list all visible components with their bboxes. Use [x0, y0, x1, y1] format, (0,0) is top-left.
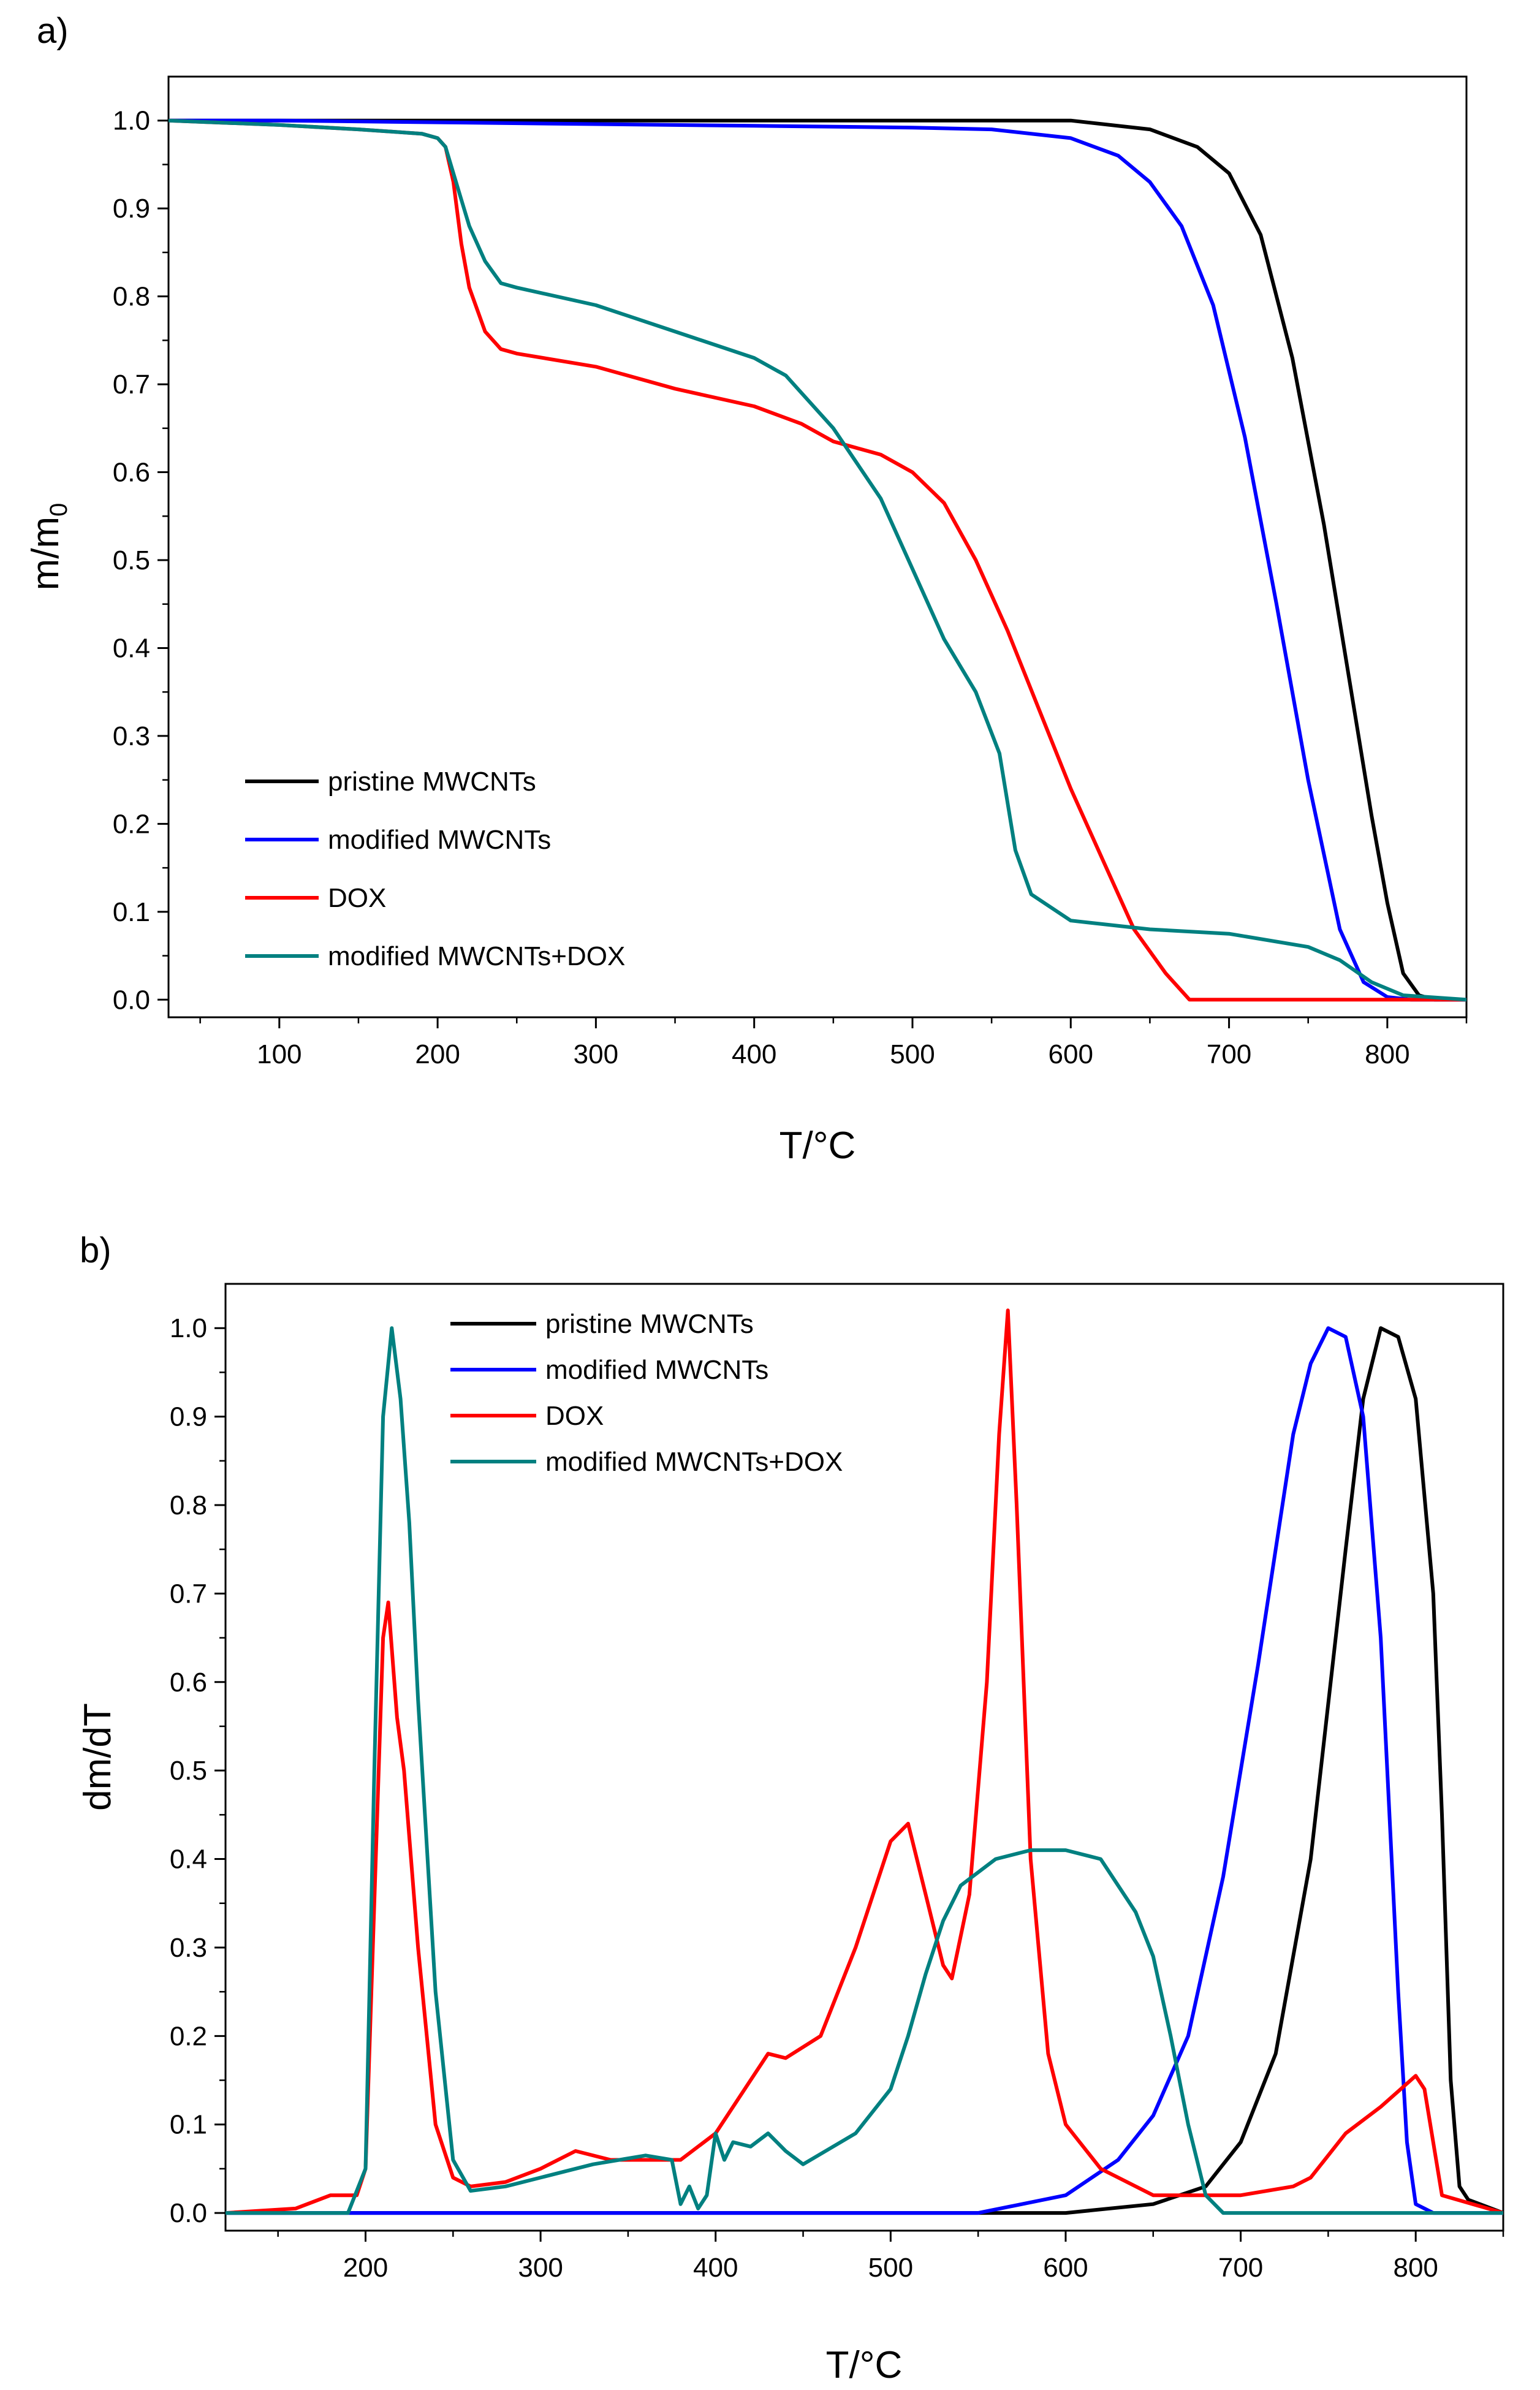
panel-a-y-tick-label: 0.4: [113, 633, 150, 663]
panel-b-series-modified-mwcnts: [226, 1326, 1503, 2215]
panel-a-x-tick-label: 400: [732, 1039, 776, 1069]
panel-a-x-tick-label: 600: [1049, 1039, 1093, 1069]
panel-b-x-axis-label: T/°C: [826, 2344, 903, 2386]
panel-a-x-tick-label: 700: [1207, 1039, 1251, 1069]
panel-a-y-tick-label: 0.0: [113, 985, 150, 1015]
panel-b-legend-label-pristine-mwcnts: pristine MWCNTs: [545, 1309, 754, 1339]
panel-b-y-axis-label-main: dm/dT: [77, 1703, 119, 1811]
panel-a-label: a): [37, 11, 69, 51]
panel-b-series-dox: [226, 1308, 1503, 2215]
panel-b-x-tick-label: 200: [343, 2253, 388, 2283]
panel-b-legend-label-modified-mwcnts-dox: modified MWCNTs+DOX: [545, 1447, 843, 1477]
panel-a-series-modified-mwcnts-dox: [169, 118, 1466, 1002]
panel-a-y-tick-label: 0.6: [113, 458, 150, 488]
panel-b-ticks: 200 300 400 500 600 700 800 0.0 0.1 0.2 0.3 0.4 0.5 0…: [170, 1313, 1504, 2283]
panel-a-series-dox: [169, 118, 1466, 1002]
panel-a-y-axis-label-main: m/m: [25, 517, 67, 591]
panel-a-x-tick-label: 300: [574, 1039, 618, 1069]
panel-b-y-tick-label: 0.0: [170, 2198, 207, 2228]
panel-a-y-axis-label-subscript: 0: [45, 503, 72, 517]
panel-b-label: b): [80, 1231, 112, 1270]
panel-a-legend-label-pristine-mwcnts: pristine MWCNTs: [328, 767, 536, 797]
panel-a-x-tick-label: 200: [415, 1039, 460, 1069]
panel-a-x-tick-label: 500: [890, 1039, 935, 1069]
panel-b-series: [226, 1308, 1503, 2215]
panel-a-y-tick-label: 1.0: [113, 106, 150, 136]
panel-b-x-tick-label: 800: [1393, 2253, 1438, 2283]
panel-a: a) 100 200 300 400 500 600 700 800 0.0 0.1 0.2 0.3 0…: [25, 11, 1468, 1167]
panel-a-series-modified-mwcnts: [169, 118, 1466, 1002]
panel-b-y-tick-label: 1.0: [170, 1313, 207, 1343]
panel-a-ticks: 100 200 300 400 500 600 700 800 0.0 0.1 0.2 0.3 0.4 0…: [113, 106, 1468, 1069]
panel-b-y-tick-label: 0.9: [170, 1402, 207, 1432]
panel-a-y-tick-label: 0.2: [113, 809, 150, 839]
panel-b-y-tick-label: 0.3: [170, 1933, 207, 1963]
panel-a-x-tick-label: 800: [1365, 1039, 1409, 1069]
panel-b-series-modified-mwcnts-dox: [226, 1326, 1503, 2215]
panel-a-x-tick-label: 100: [257, 1039, 302, 1069]
panel-a-plot-frame: [167, 75, 1468, 1019]
panel-b-y-tick-label: 0.4: [170, 1845, 207, 1875]
panel-b-y-tick-label: 0.5: [170, 1756, 207, 1786]
panel-b-x-tick-label: 500: [868, 2253, 913, 2283]
panel-a-y-tick-label: 0.3: [113, 721, 150, 751]
panel-b-x-tick-label: 600: [1043, 2253, 1088, 2283]
panel-b-x-tick-label: 400: [693, 2253, 738, 2283]
panel-a-y-tick-label: 0.5: [113, 545, 150, 575]
panel-b-y-axis-label: dm/dT: [77, 1703, 119, 1811]
panel-b-y-tick-label: 0.2: [170, 2021, 207, 2051]
panel-b-legend-label-modified-mwcnts: modified MWCNTs: [545, 1355, 768, 1385]
panel-a-x-axis-label: T/°C: [779, 1125, 856, 1167]
panel-a-legend-label-modified-mwcnts: modified MWCNTs: [328, 825, 551, 855]
panel-b-x-tick-label: 700: [1218, 2253, 1263, 2283]
panel-b-plot-frame: [224, 1283, 1504, 2232]
panel-b-legend: pristine MWCNTs modified MWCNTs DOX modifie…: [450, 1309, 843, 1477]
panel-b-legend-label-dox: DOX: [545, 1401, 604, 1431]
panel-b-series-pristine-mwcnts: [226, 1326, 1503, 2215]
panel-a-legend-label-dox: DOX: [328, 883, 386, 913]
panel-a-legend: pristine MWCNTs modified MWCNTs DOX modifie…: [245, 767, 625, 971]
panel-b: b) 200 300 400 500 600 700 800 0.0 0.1 0.2 0.3 0.4 0…: [77, 1231, 1504, 2386]
panel-b-y-tick-label: 0.6: [170, 1667, 207, 1698]
panel-b-y-tick-label: 0.8: [170, 1490, 207, 1520]
panel-b-y-tick-label: 0.1: [170, 2110, 207, 2140]
panel-a-y-tick-label: 0.7: [113, 370, 150, 400]
panel-a-y-tick-label: 0.9: [113, 194, 150, 224]
panel-a-y-tick-label: 0.8: [113, 282, 150, 312]
panel-a-series-pristine-mwcnts: [169, 118, 1466, 1002]
panel-b-x-tick-label: 300: [518, 2253, 563, 2283]
panel-a-y-tick-label: 0.1: [113, 897, 150, 927]
panel-b-y-tick-label: 0.7: [170, 1579, 207, 1609]
panel-a-legend-label-modified-mwcnts-dox: modified MWCNTs+DOX: [328, 941, 625, 971]
panel-a-series: [169, 118, 1466, 1002]
panel-a-y-axis-label: m/m0: [25, 503, 72, 591]
